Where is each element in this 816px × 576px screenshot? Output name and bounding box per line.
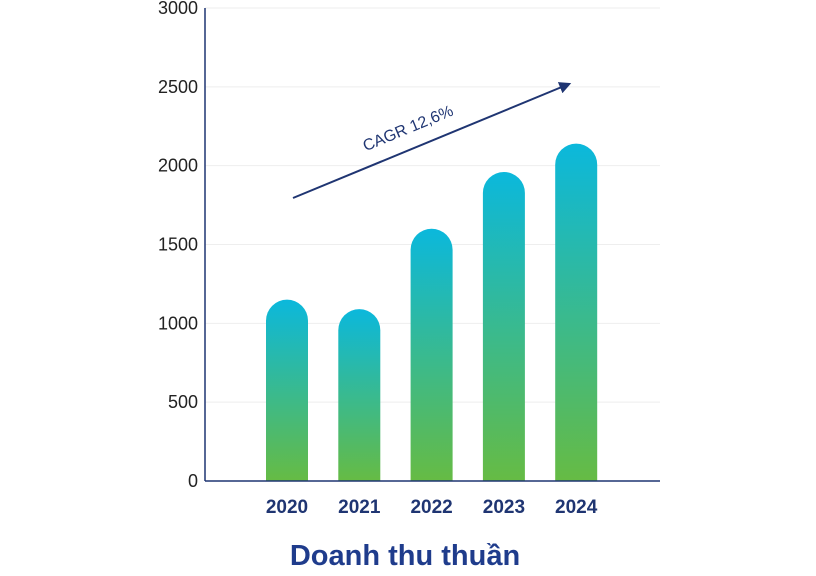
y-tick-label: 2000 [158,156,198,176]
x-tick-labels: 2020 2021 2022 2023 2024 [266,497,598,518]
y-tick-label: 500 [168,392,198,412]
y-tick-label: 1500 [158,235,198,255]
cagr-annotation: CAGR 12,6% [292,82,572,199]
bars [266,143,598,482]
cagr-label: CAGR 12,6% [361,103,456,155]
bar-2022 [410,228,453,481]
bar-2020 [266,299,308,481]
bar-2023 [482,171,525,481]
x-tick-label: 2023 [483,497,525,518]
y-tick-label: 3000 [158,0,198,18]
y-tick-labels: 0 500 1000 1500 2000 2500 3000 [158,0,198,491]
y-tick-label: 0 [188,471,198,491]
x-tick-label: 2022 [410,497,452,518]
bar-2024 [555,143,598,482]
bar-2021 [338,309,381,481]
x-tick-label: 2020 [266,497,308,518]
chart-title: Doanh thu thuần [290,540,520,572]
cagr-arrow [292,82,572,199]
x-tick-label: 2024 [555,497,598,518]
y-tick-label: 2500 [158,77,198,97]
axes [204,8,660,482]
x-tick-label: 2021 [338,497,381,518]
y-tick-label: 1000 [158,313,198,333]
